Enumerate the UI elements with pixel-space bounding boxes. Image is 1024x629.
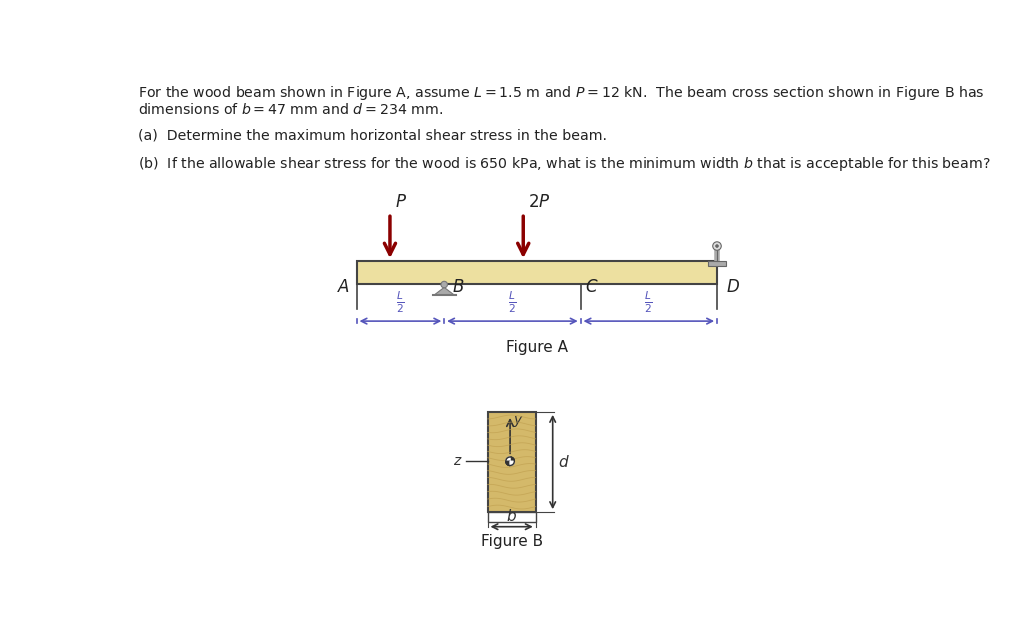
Polygon shape	[434, 287, 455, 295]
Bar	[487, 512, 536, 522]
Bar	[356, 261, 717, 284]
Text: $D$: $D$	[726, 278, 740, 296]
Text: $C$: $C$	[586, 278, 599, 296]
Bar	[709, 261, 726, 265]
Text: $b$: $b$	[506, 508, 517, 523]
Text: $d$: $d$	[558, 454, 570, 470]
Polygon shape	[506, 461, 510, 465]
Text: Figure B: Figure B	[480, 535, 543, 549]
Polygon shape	[510, 461, 514, 465]
Bar	[487, 412, 536, 512]
Circle shape	[713, 242, 721, 250]
Text: $2P$: $2P$	[528, 193, 551, 211]
Text: $P$: $P$	[395, 193, 408, 211]
Text: Figure A: Figure A	[506, 340, 568, 355]
Text: $y$: $y$	[513, 413, 524, 428]
Text: $B$: $B$	[452, 278, 464, 296]
Text: $z$: $z$	[454, 454, 463, 468]
Text: $A$: $A$	[337, 278, 350, 296]
Circle shape	[506, 457, 514, 465]
Polygon shape	[510, 457, 514, 461]
Circle shape	[441, 281, 447, 288]
Text: dimensions of $b = 47$ mm and $d = 234$ mm.: dimensions of $b = 47$ mm and $d = 234$ …	[138, 103, 443, 118]
Text: (b)  If the allowable shear stress for the wood is 650 kPa, what is the minimum : (b) If the allowable shear stress for th…	[138, 155, 990, 173]
Text: For the wood beam shown in Figure A, assume $L = 1.5$ m and $P = 12$ kN.  The be: For the wood beam shown in Figure A, ass…	[138, 84, 985, 102]
Circle shape	[716, 245, 719, 247]
Text: $\frac{L}{2}$: $\frac{L}{2}$	[396, 289, 404, 315]
Text: (a)  Determine the maximum horizontal shear stress in the beam.: (a) Determine the maximum horizontal she…	[138, 128, 607, 143]
Text: $\frac{L}{2}$: $\frac{L}{2}$	[644, 289, 653, 315]
Polygon shape	[506, 457, 510, 461]
Text: $\frac{L}{2}$: $\frac{L}{2}$	[508, 289, 517, 315]
